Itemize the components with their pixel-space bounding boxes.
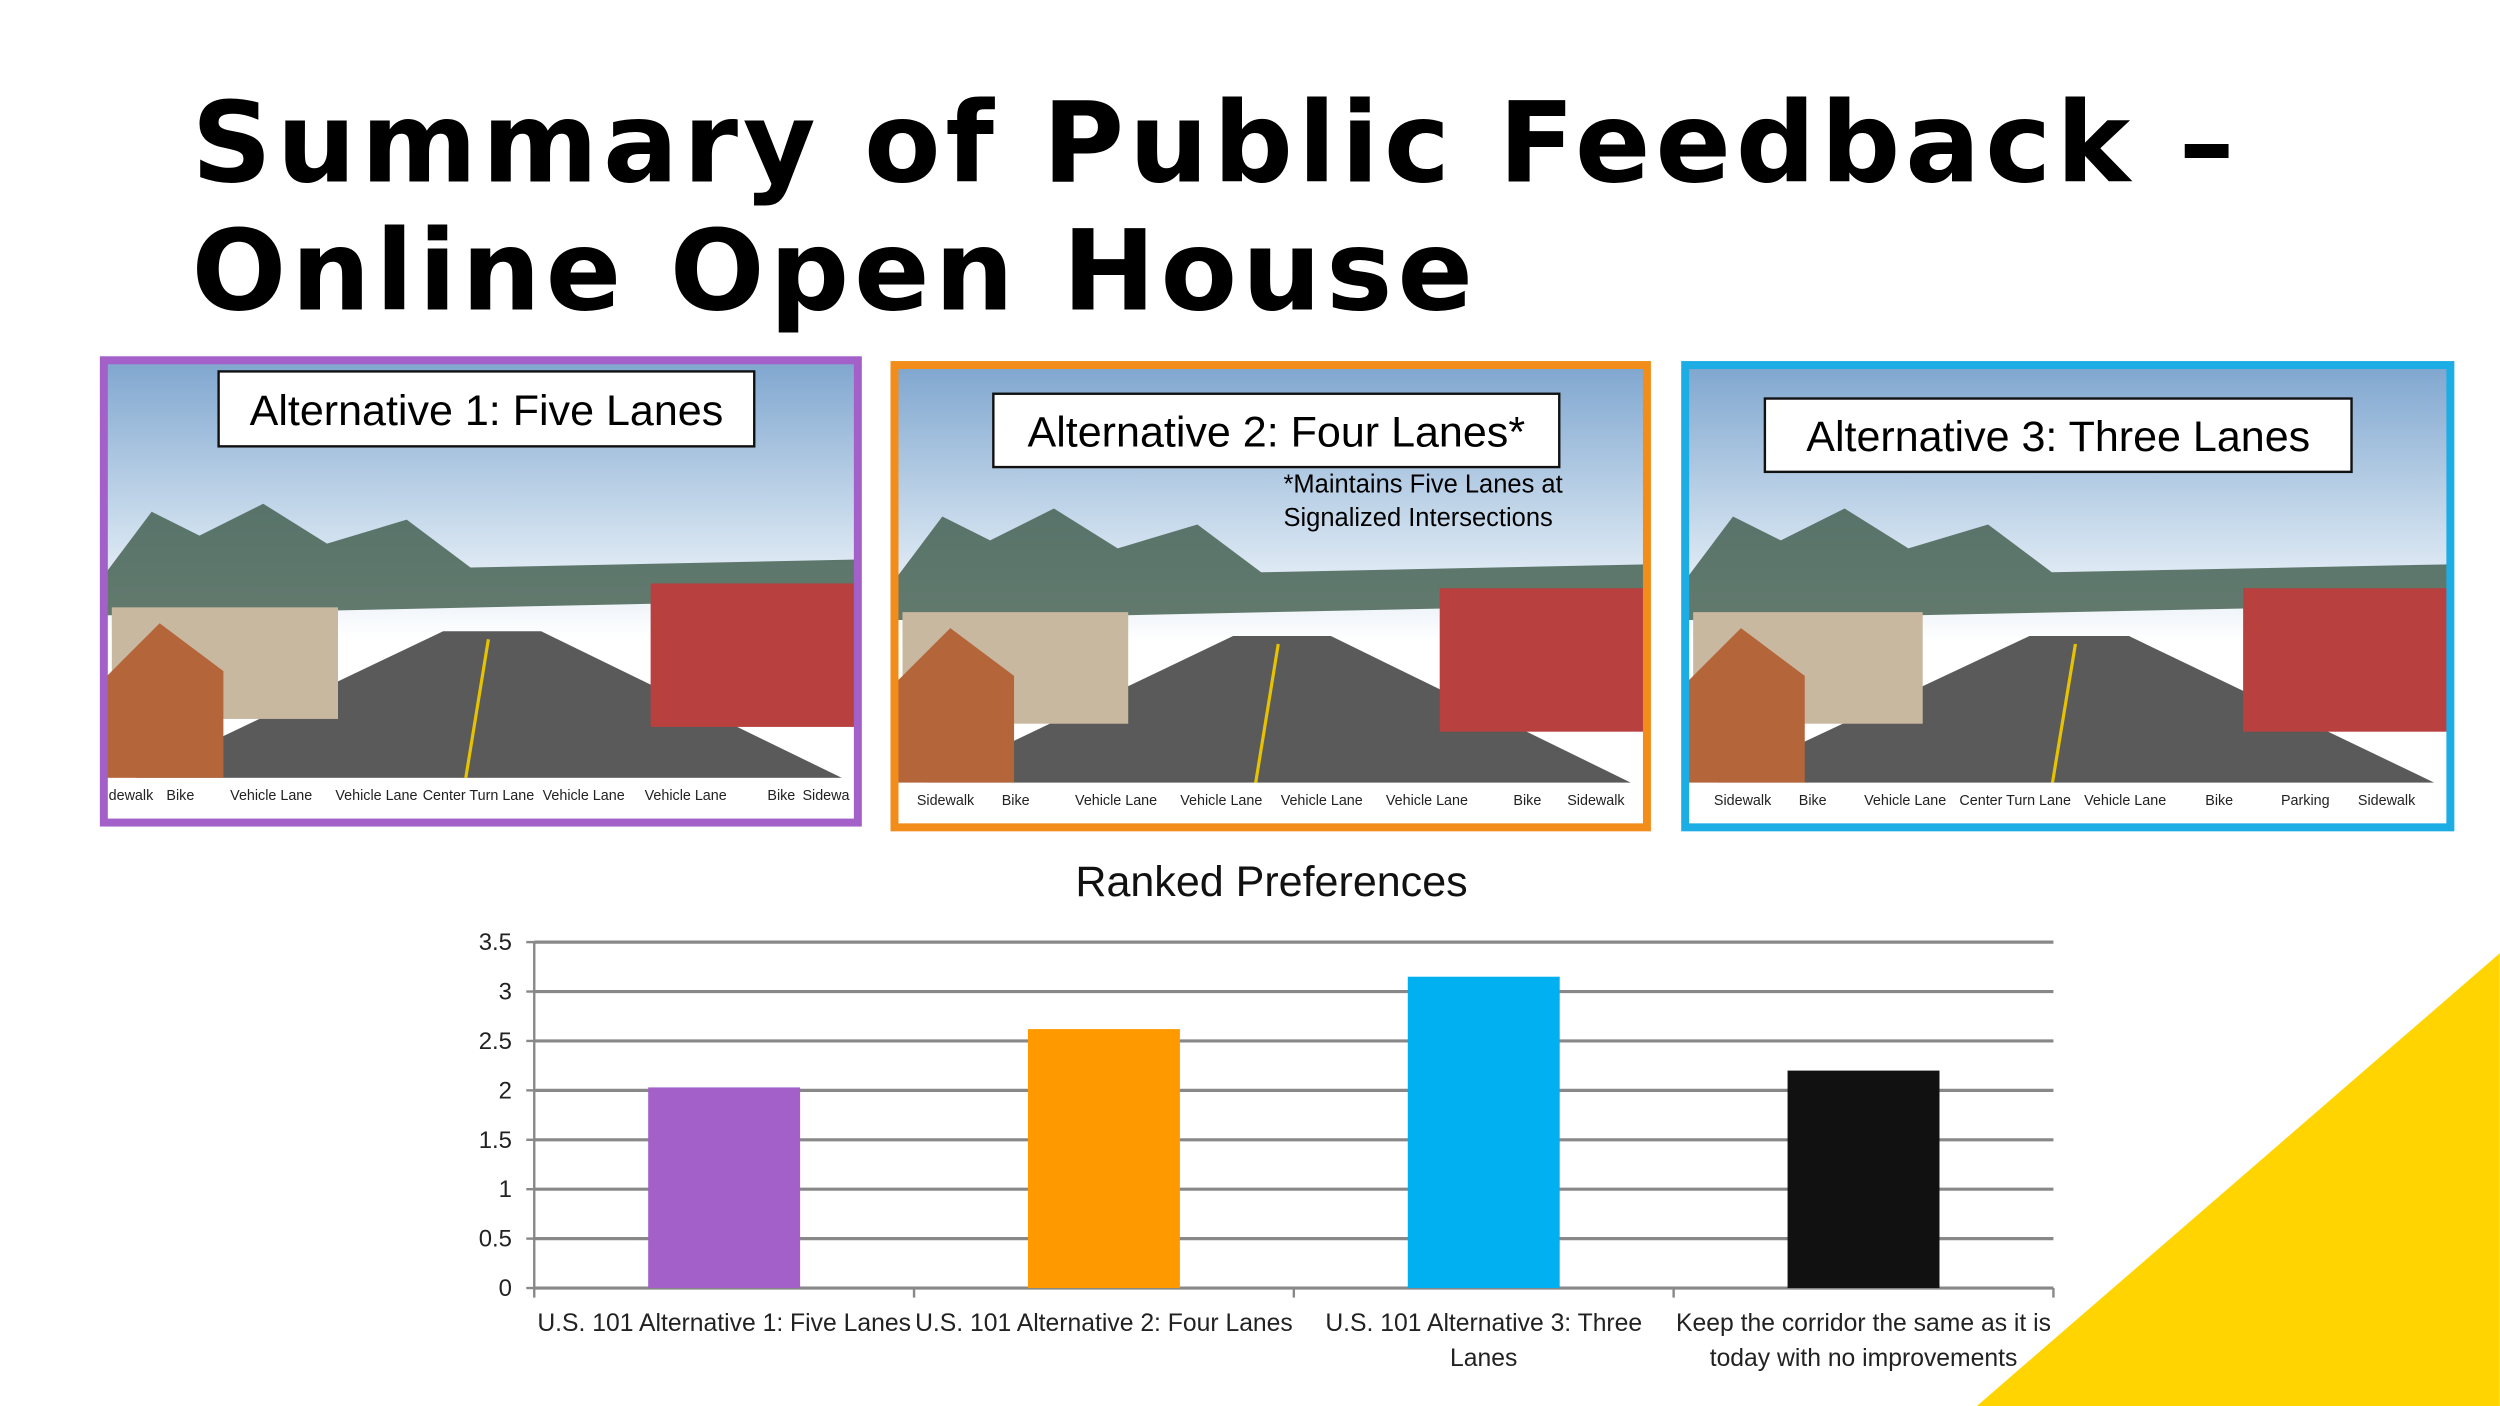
y-tick-label: 3.5 bbox=[479, 929, 512, 956]
lane-label: Vehicle Lane bbox=[1180, 793, 1262, 809]
panel-roof bbox=[894, 628, 1015, 783]
lane-label: Vehicle Lane bbox=[1864, 793, 1946, 809]
lane-label: Bike bbox=[2205, 793, 2233, 809]
lane-label: Sidewa bbox=[802, 788, 849, 804]
lane-label: Bike bbox=[1002, 793, 1030, 809]
chart-title: Ranked Preferences bbox=[1075, 858, 1467, 906]
x-tick-label: U.S. 101 Alternative 2: Four Lanes bbox=[915, 1310, 1293, 1338]
panel-road bbox=[135, 631, 842, 778]
panel-building bbox=[2243, 588, 2451, 732]
bar bbox=[648, 1087, 801, 1289]
panel-centerline bbox=[2050, 643, 2077, 783]
panel-road bbox=[926, 636, 1631, 783]
y-tick-label: 0.5 bbox=[479, 1226, 512, 1253]
slide-title: Online Open House bbox=[192, 206, 1478, 336]
decor-triangle bbox=[1976, 953, 2500, 1406]
panel-label-box bbox=[992, 392, 1561, 469]
bar bbox=[1787, 1070, 1940, 1289]
panel-centerline bbox=[464, 638, 490, 779]
x-tick-label: U.S. 101 Alternative 1: Five Lanes bbox=[537, 1310, 911, 1338]
lane-label: dewalk bbox=[109, 788, 154, 804]
lane-label: Vehicle Lane bbox=[230, 788, 312, 804]
lane-strip bbox=[1685, 782, 2451, 828]
lane-label: Bike bbox=[1799, 793, 1827, 809]
lane-label: Vehicle Lane bbox=[335, 788, 417, 804]
lane-label: Parking bbox=[2281, 793, 2330, 809]
x-tick-label: Keep the corridor the same as it is toda… bbox=[1676, 1310, 2051, 1373]
y-tick-label: 0 bbox=[499, 1275, 512, 1302]
panel-label-box bbox=[1763, 397, 2353, 474]
lane-label: Sidewalk bbox=[1714, 793, 1772, 809]
lane-label: Sidewalk bbox=[2358, 793, 2416, 809]
panel-roof bbox=[1685, 628, 1805, 783]
lane-label: Center Turn Lane bbox=[423, 788, 535, 804]
panel-border bbox=[1681, 361, 2455, 832]
slide-title: Summary of Public Feedback – bbox=[192, 79, 2240, 209]
panel-centerline bbox=[1254, 643, 1280, 783]
chart: Ranked Preferences 0 0.5 1 1.5 2 2.5 3 3.5 U.S. 1… bbox=[479, 858, 2055, 1373]
panel-building bbox=[650, 583, 858, 727]
lane-label: Bike bbox=[767, 788, 795, 804]
y-tick-label: 1 bbox=[499, 1176, 512, 1203]
lane-label: Vehicle Lane bbox=[1075, 793, 1157, 809]
panel-label: Alternative 2: Four Lanes* bbox=[1028, 408, 1526, 456]
panel-note: *Maintains Five Lanes at bbox=[1283, 471, 1562, 499]
panels: Alternative 1: Five Lanes dewalk Bike Vehic… bbox=[99, 356, 2455, 832]
y-tick-label: 3 bbox=[499, 979, 512, 1006]
lane-label: Bike bbox=[1513, 793, 1541, 809]
lane-label: Sidewalk bbox=[917, 793, 975, 809]
x-label-box: U.S. 101 Alternative 1: Five Lanes bbox=[537, 1310, 911, 1338]
x-label-box: U.S. 101 Alternative 3: Three Lanes bbox=[1325, 1310, 1643, 1373]
panel-border bbox=[99, 356, 862, 827]
lane-label: Center Turn Lane bbox=[1959, 793, 2071, 809]
lane-label: Vehicle Lane bbox=[1281, 793, 1363, 809]
panel-note: Signalized Intersections bbox=[1283, 504, 1552, 532]
panel-border bbox=[890, 361, 1651, 832]
panel-label: Alternative 3: Three Lanes bbox=[1806, 413, 2310, 461]
bar bbox=[1027, 1029, 1180, 1289]
panel-road bbox=[1717, 636, 2435, 783]
lane-label: Bike bbox=[166, 788, 194, 804]
panel-label: Alternative 1: Five Lanes bbox=[250, 387, 724, 435]
panel-label-box bbox=[217, 370, 756, 448]
lane-label: Sidewalk bbox=[1567, 793, 1625, 809]
lane-label: Vehicle Lane bbox=[1386, 793, 1468, 809]
x-label-box: Keep the corridor the same as it is toda… bbox=[1676, 1310, 2051, 1373]
bar bbox=[1407, 976, 1560, 1289]
lane-label: Vehicle Lane bbox=[2084, 793, 2166, 809]
lane-label: Vehicle Lane bbox=[645, 788, 727, 804]
panel-roof bbox=[103, 623, 224, 778]
panel-building bbox=[1439, 588, 1647, 732]
lane-strip bbox=[103, 777, 858, 823]
lane-strip bbox=[894, 782, 1647, 828]
x-label-box: U.S. 101 Alternative 2: Four Lanes bbox=[915, 1310, 1293, 1338]
y-tick-label: 1.5 bbox=[479, 1127, 512, 1154]
y-tick-label: 2 bbox=[499, 1077, 512, 1104]
lane-label: Vehicle Lane bbox=[543, 788, 625, 804]
y-tick-label: 2.5 bbox=[479, 1028, 512, 1055]
x-tick-label: U.S. 101 Alternative 3: Three Lanes bbox=[1325, 1310, 1643, 1373]
